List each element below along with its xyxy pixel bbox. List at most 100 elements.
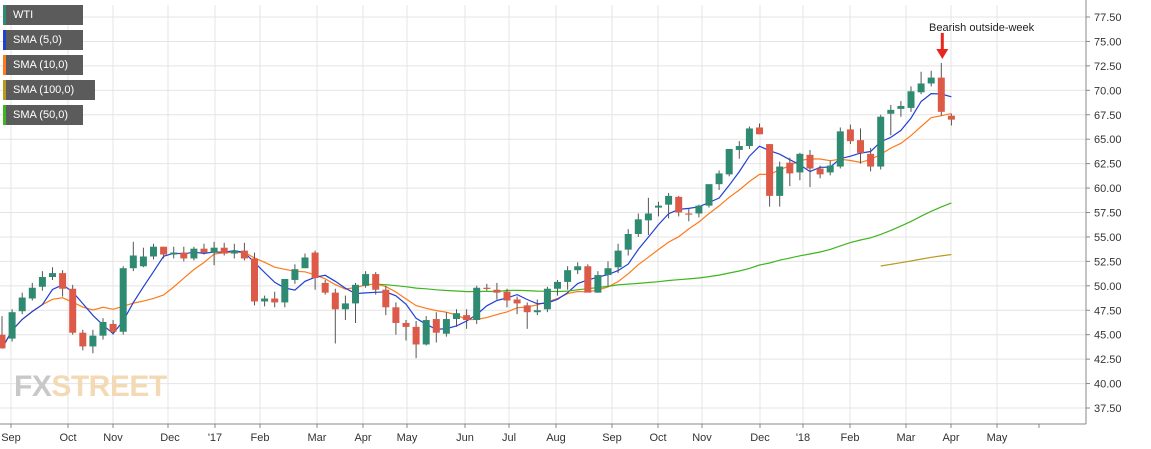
candle-body — [766, 144, 774, 196]
x-tick-label: Nov — [103, 432, 123, 444]
candle-body — [8, 312, 16, 339]
candle-body — [341, 303, 349, 310]
candle-body — [786, 162, 794, 174]
candle-body — [200, 248, 208, 253]
legend-swatch-sma5 — [3, 30, 6, 50]
y-tick-label: 50.00 — [1094, 281, 1122, 293]
y-tick-label: 60.00 — [1094, 183, 1122, 195]
candle-body — [493, 289, 501, 293]
x-tick-label: Aug — [546, 432, 566, 444]
candle-body — [816, 168, 824, 175]
candle-body — [745, 128, 753, 147]
candle-body — [170, 252, 178, 255]
legend-sma5: SMA (5,0) — [3, 30, 83, 50]
y-tick-label: 45.00 — [1094, 330, 1122, 342]
candle-body — [240, 250, 248, 259]
candle-body — [644, 213, 652, 221]
candle-body — [574, 266, 582, 271]
x-tick-label: Dec — [160, 432, 180, 444]
candle-body — [109, 323, 117, 332]
candle-body — [836, 131, 844, 167]
candle-body — [947, 115, 955, 120]
candle-body — [705, 184, 713, 206]
candle-body — [776, 166, 784, 196]
candle-body — [261, 298, 269, 302]
candle-body — [402, 322, 410, 327]
x-tick-label: Dec — [750, 432, 770, 444]
y-tick-label: 40.00 — [1094, 379, 1122, 391]
candle-body — [685, 213, 693, 215]
candle-body — [564, 270, 572, 282]
legend-swatch-sma100 — [3, 80, 6, 100]
candle-body — [382, 289, 390, 308]
candle-body — [594, 275, 602, 293]
y-tick-label: 67.50 — [1094, 110, 1122, 122]
x-tick-label: Mar — [897, 432, 916, 444]
y-tick-label: 75.00 — [1094, 36, 1122, 48]
y-tick-label: 37.50 — [1094, 403, 1122, 415]
legend-sma100: SMA (100,0) — [3, 80, 95, 100]
candle-body — [432, 319, 440, 333]
legend-label-sma5: SMA (5,0) — [13, 34, 62, 46]
candle-body — [362, 274, 370, 286]
candle-body — [38, 277, 46, 287]
candle-body — [331, 292, 339, 310]
candle-body — [311, 252, 319, 278]
x-tick-label: Apr — [354, 432, 371, 444]
annotation-arrow-head — [936, 48, 949, 59]
candle-body — [129, 255, 137, 269]
candle-body — [0, 334, 6, 349]
legend-swatch-wti — [3, 5, 6, 25]
legend-swatch-sma50 — [3, 105, 6, 125]
legend-label-sma10: SMA (10,0) — [13, 59, 69, 71]
candle-body — [150, 246, 157, 257]
candle-body — [826, 165, 834, 173]
candle-body — [503, 291, 511, 301]
x-tick-label: Jul — [502, 432, 516, 444]
x-tick-label: Feb — [251, 432, 270, 444]
candle-body — [463, 315, 471, 321]
candle-body — [513, 299, 521, 304]
legend-label-wti: WTI — [13, 9, 34, 21]
candle-body — [665, 195, 673, 205]
legend-sma10: SMA (10,0) — [3, 55, 83, 75]
candle-body — [271, 298, 279, 303]
candle-body — [907, 91, 915, 108]
axes: 77.50 75.00 72.50 70.00 67.50 65.00 62.50 60.00… — [0, 0, 1122, 444]
legend-label-sma50: SMA (50,0) — [13, 109, 69, 121]
candle-body — [412, 326, 420, 345]
candle-body — [655, 205, 662, 208]
chart-legend: WTI SMA (5,0) SMA (10,0) SMA (100,0) SMA… — [3, 5, 95, 130]
candle-body — [160, 246, 168, 255]
x-tick-label: Mar — [308, 432, 327, 444]
candle-body — [352, 284, 359, 304]
candle-body — [887, 109, 895, 114]
y-tick-label: 42.50 — [1094, 354, 1122, 366]
candle-body — [877, 116, 885, 167]
candle-body — [28, 287, 36, 299]
candle-body — [453, 313, 460, 320]
grid-lines — [0, 5, 1086, 424]
x-tick-label: Oct — [649, 432, 666, 444]
candle-body — [210, 247, 218, 253]
x-tick-label: May — [987, 432, 1008, 444]
candle-body — [483, 287, 491, 289]
legend-wti: WTI — [3, 5, 83, 25]
y-tick-label: 52.50 — [1094, 256, 1122, 268]
candle-body — [392, 307, 400, 323]
candle-body — [372, 274, 380, 290]
candle-body — [301, 257, 309, 269]
candle-body — [281, 278, 289, 303]
candle-body — [604, 268, 612, 276]
candle-body — [937, 77, 945, 112]
candle-body — [190, 248, 198, 259]
y-tick-label: 72.50 — [1094, 61, 1122, 73]
candle-body — [584, 266, 592, 293]
sma100-line — [880, 253, 952, 267]
candle-body — [49, 273, 56, 278]
legend-label-sma100: SMA (100,0) — [13, 84, 75, 96]
x-tick-label: Oct — [59, 432, 76, 444]
y-tick-label: 70.00 — [1094, 85, 1122, 97]
x-tick-label: Sep — [1, 432, 21, 444]
candle-body — [59, 273, 67, 289]
